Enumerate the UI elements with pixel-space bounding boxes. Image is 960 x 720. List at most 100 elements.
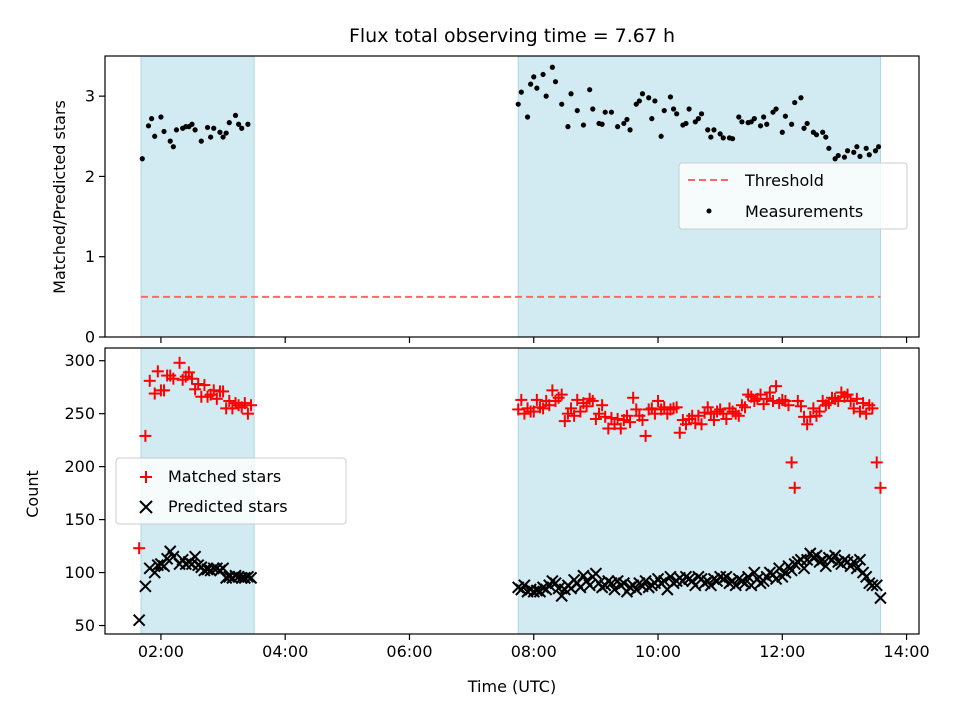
measurement-point	[813, 132, 820, 138]
measurement-point	[826, 145, 832, 151]
axes-frame	[104, 347, 920, 635]
matched-star-marker	[207, 384, 220, 397]
measurement-point	[798, 95, 804, 101]
measurement-point	[770, 109, 776, 115]
matched-star-marker	[574, 405, 587, 418]
matched-star-marker	[241, 407, 254, 420]
predicted-star-marker	[853, 553, 867, 567]
matched-star-marker	[689, 417, 702, 430]
matched-star-marker	[217, 385, 230, 398]
matched-star-marker	[515, 393, 528, 406]
y-tick-label: 150	[64, 510, 95, 529]
measurement-point	[636, 98, 642, 104]
matched-star-marker	[602, 422, 615, 435]
matched-star-marker	[167, 372, 180, 385]
matched-star-marker	[770, 380, 783, 393]
measurement-point	[621, 120, 627, 127]
top-legend: Threshold Measurements	[678, 162, 908, 230]
x-tick-label: 02:00	[138, 642, 184, 661]
predicted-star-marker	[132, 614, 146, 627]
y-tick-label: 50	[75, 616, 95, 635]
measurement-point	[627, 127, 633, 133]
measurement-point	[698, 111, 705, 117]
measurement-point	[851, 149, 857, 155]
matched-star-marker	[766, 394, 779, 407]
measurement-point	[587, 87, 593, 93]
measurement-point	[235, 121, 242, 127]
measurement-point	[801, 125, 807, 131]
measurement-point	[720, 135, 726, 141]
matched-star-marker	[794, 400, 807, 413]
matched-star-marker	[692, 409, 705, 422]
measurement-point	[524, 114, 531, 120]
y-tick-label: 1	[85, 247, 95, 266]
measurement-point	[683, 120, 689, 127]
matched-star-marker	[866, 402, 879, 415]
measurement-point	[226, 120, 232, 126]
matched-star-marker	[760, 392, 773, 405]
measurement-point	[549, 64, 555, 70]
predicted-star-marker	[148, 566, 161, 579]
matched-star-marker	[192, 378, 205, 391]
measurement-point	[170, 144, 176, 150]
matched-star-marker	[870, 456, 883, 469]
measurement-point	[217, 129, 223, 135]
matched-star-marker	[639, 429, 652, 442]
measurement-point	[773, 106, 779, 112]
observing-band	[140, 55, 255, 338]
measurement-point	[590, 106, 596, 112]
measurement-point	[782, 113, 789, 119]
matched-star-marker	[527, 405, 540, 418]
y-tick-label: 3	[85, 87, 95, 106]
predicted-star-marker	[188, 550, 202, 563]
matched-star-marker	[630, 403, 643, 416]
matched-star-marker	[210, 392, 223, 405]
measurement-point	[761, 114, 767, 120]
measurement-point	[841, 154, 848, 160]
matched-star-marker	[148, 387, 161, 400]
measurement-point	[167, 138, 173, 144]
matched-star-marker	[763, 386, 776, 399]
bottom-xlabel: Time (UTC)	[467, 677, 556, 696]
measurement-point	[633, 101, 639, 107]
measurement-point	[863, 145, 869, 151]
measurement-point	[211, 125, 217, 131]
predicted-star-marker	[772, 562, 786, 575]
measurement-point	[686, 106, 692, 112]
measurement-point	[189, 121, 195, 127]
measurement-point	[670, 106, 677, 112]
measurement-point	[615, 124, 621, 130]
measurement-point	[789, 121, 795, 127]
matched-star-marker	[620, 409, 633, 422]
measurement-point	[751, 116, 757, 122]
matched-star-marker	[739, 401, 752, 414]
measurement-point	[674, 111, 680, 117]
measurement-point	[748, 119, 754, 125]
measurement-point	[708, 134, 714, 140]
matched-star-marker	[558, 415, 571, 428]
y-tick-label: 200	[64, 457, 95, 476]
matched-star-marker	[133, 542, 146, 555]
measurement-point	[764, 121, 770, 127]
legend-measurements-label: Measurements	[745, 202, 863, 221]
predicted-star-marker	[729, 579, 742, 592]
measurement-point	[695, 116, 702, 122]
matched-star-marker	[807, 402, 820, 415]
matched-star-marker	[782, 399, 795, 412]
matched-star-marker	[182, 366, 195, 379]
measurement-point	[149, 116, 155, 122]
measurement-point	[667, 94, 674, 100]
measurement-point	[220, 134, 226, 140]
matched-star-marker	[565, 402, 578, 415]
legend-matched-label: Matched stars	[168, 467, 281, 486]
predicted-star-marker	[639, 574, 652, 588]
measurement-point	[518, 89, 524, 95]
matched-star-marker	[732, 409, 745, 422]
measurement-point	[649, 116, 655, 122]
matched-star-marker	[804, 410, 817, 423]
measurement-point	[204, 124, 211, 131]
matched-star-marker	[173, 356, 186, 369]
top-ylabel: Matched/Predicted stars	[50, 100, 69, 294]
measurement-point	[158, 114, 164, 120]
predicted-star-marker	[157, 560, 171, 573]
